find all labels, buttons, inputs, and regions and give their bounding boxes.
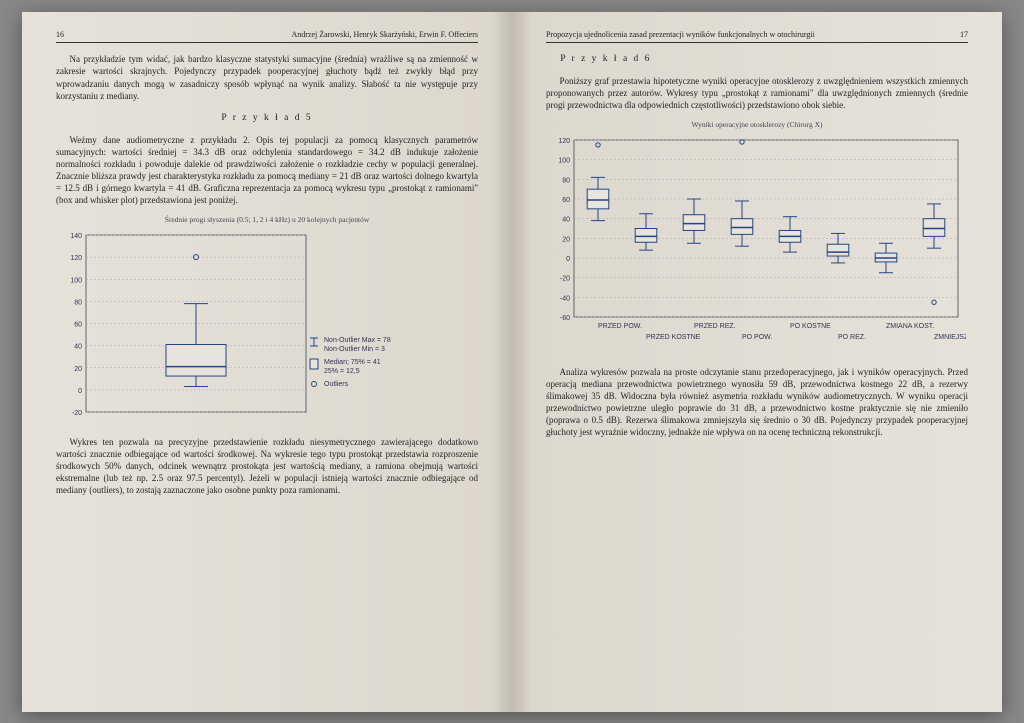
svg-text:Outliers: Outliers [324,381,349,388]
svg-text:PRZED POW.: PRZED POW. [598,323,642,330]
svg-text:ZMIANA KOST.: ZMIANA KOST. [886,323,934,330]
svg-text:PO POW.: PO POW. [742,334,772,341]
section-6-title: P r z y k ł a d 6 [546,53,968,66]
svg-text:-20: -20 [72,410,82,417]
header-title-right: Propozycja ujednolicenia zasad prezentac… [546,30,815,41]
svg-text:-40: -40 [560,295,570,302]
right-para-2: Analiza wykresów pozwala na proste odczy… [546,366,968,439]
svg-text:80: 80 [562,177,570,184]
svg-text:40: 40 [74,343,82,350]
chart2-svg: -60 -40 -20 0 20 40 60 80 100 120 PRZED POW. PRZED … [546,132,966,357]
page-number-left: 16 [56,30,64,41]
left-para-3: Wykres ten pozwala na precyzyjne przedst… [56,436,478,497]
svg-text:Median; 75% = 41: Median; 75% = 41 [324,359,381,366]
right-header: Propozycja ujednolicenia zasad prezentac… [546,30,968,44]
svg-text:140: 140 [70,233,82,240]
page-number-right: 17 [960,30,968,41]
svg-text:25% = 12,5: 25% = 12,5 [324,368,360,375]
svg-text:100: 100 [70,277,82,284]
svg-text:20: 20 [74,365,82,372]
svg-text:60: 60 [562,197,570,204]
section-5-title: P r z y k ł a d 5 [56,112,478,125]
header-authors: Andrzej Żarowski, Henryk Skarżyński, Erw… [292,30,479,41]
chart1-svg: -20 0 20 40 60 80 100 120 140 Non-Outlier Max = 7… [56,227,416,427]
svg-text:-20: -20 [560,275,570,282]
svg-text:60: 60 [74,321,82,328]
svg-text:120: 120 [70,255,82,262]
right-page: Propozycja ujednolicenia zasad prezentac… [512,12,1002,712]
left-page: 16 Andrzej Żarowski, Henryk Skarżyński, … [22,12,512,712]
svg-text:PRZED REZ.: PRZED REZ. [694,323,736,330]
svg-text:ZMNIEJSZ. REZ.: ZMNIEJSZ. REZ. [934,334,966,341]
svg-text:-60: -60 [560,315,570,322]
svg-text:Non-Outlier Min = 3: Non-Outlier Min = 3 [324,346,385,353]
svg-text:100: 100 [558,157,570,164]
right-para-1: Poniższy graf przestawia hipotetyczne wy… [546,75,968,111]
svg-text:PO REZ.: PO REZ. [838,334,866,341]
svg-text:20: 20 [562,236,570,243]
svg-text:0: 0 [78,388,82,395]
svg-text:PO KOSTNE: PO KOSTNE [790,323,831,330]
svg-text:Non-Outlier Max = 78: Non-Outlier Max = 78 [324,337,391,344]
svg-text:0: 0 [566,256,570,263]
left-para-2: Weźmy dane audiometryczne z przykładu 2.… [56,134,478,207]
boxplot-chart-2: Wyniki operacyjne otosklerozy (Chirurg X… [546,120,968,357]
svg-text:80: 80 [74,299,82,306]
svg-text:PRZED KOSTNE: PRZED KOSTNE [646,334,701,341]
chart1-caption: Średnie progi słyszenia (0.5; 1, 2 i 4 k… [56,215,478,225]
svg-text:40: 40 [562,216,570,223]
book-spread: 16 Andrzej Żarowski, Henryk Skarżyński, … [22,12,1002,712]
chart2-caption: Wyniki operacyjne otosklerozy (Chirurg X… [546,120,968,130]
boxplot-chart-1: Średnie progi słyszenia (0.5; 1, 2 i 4 k… [56,215,478,427]
svg-text:120: 120 [558,138,570,145]
left-header: 16 Andrzej Żarowski, Henryk Skarżyński, … [56,30,478,44]
left-para-1: Na przykładzie tym widać, jak bardzo kla… [56,53,478,102]
